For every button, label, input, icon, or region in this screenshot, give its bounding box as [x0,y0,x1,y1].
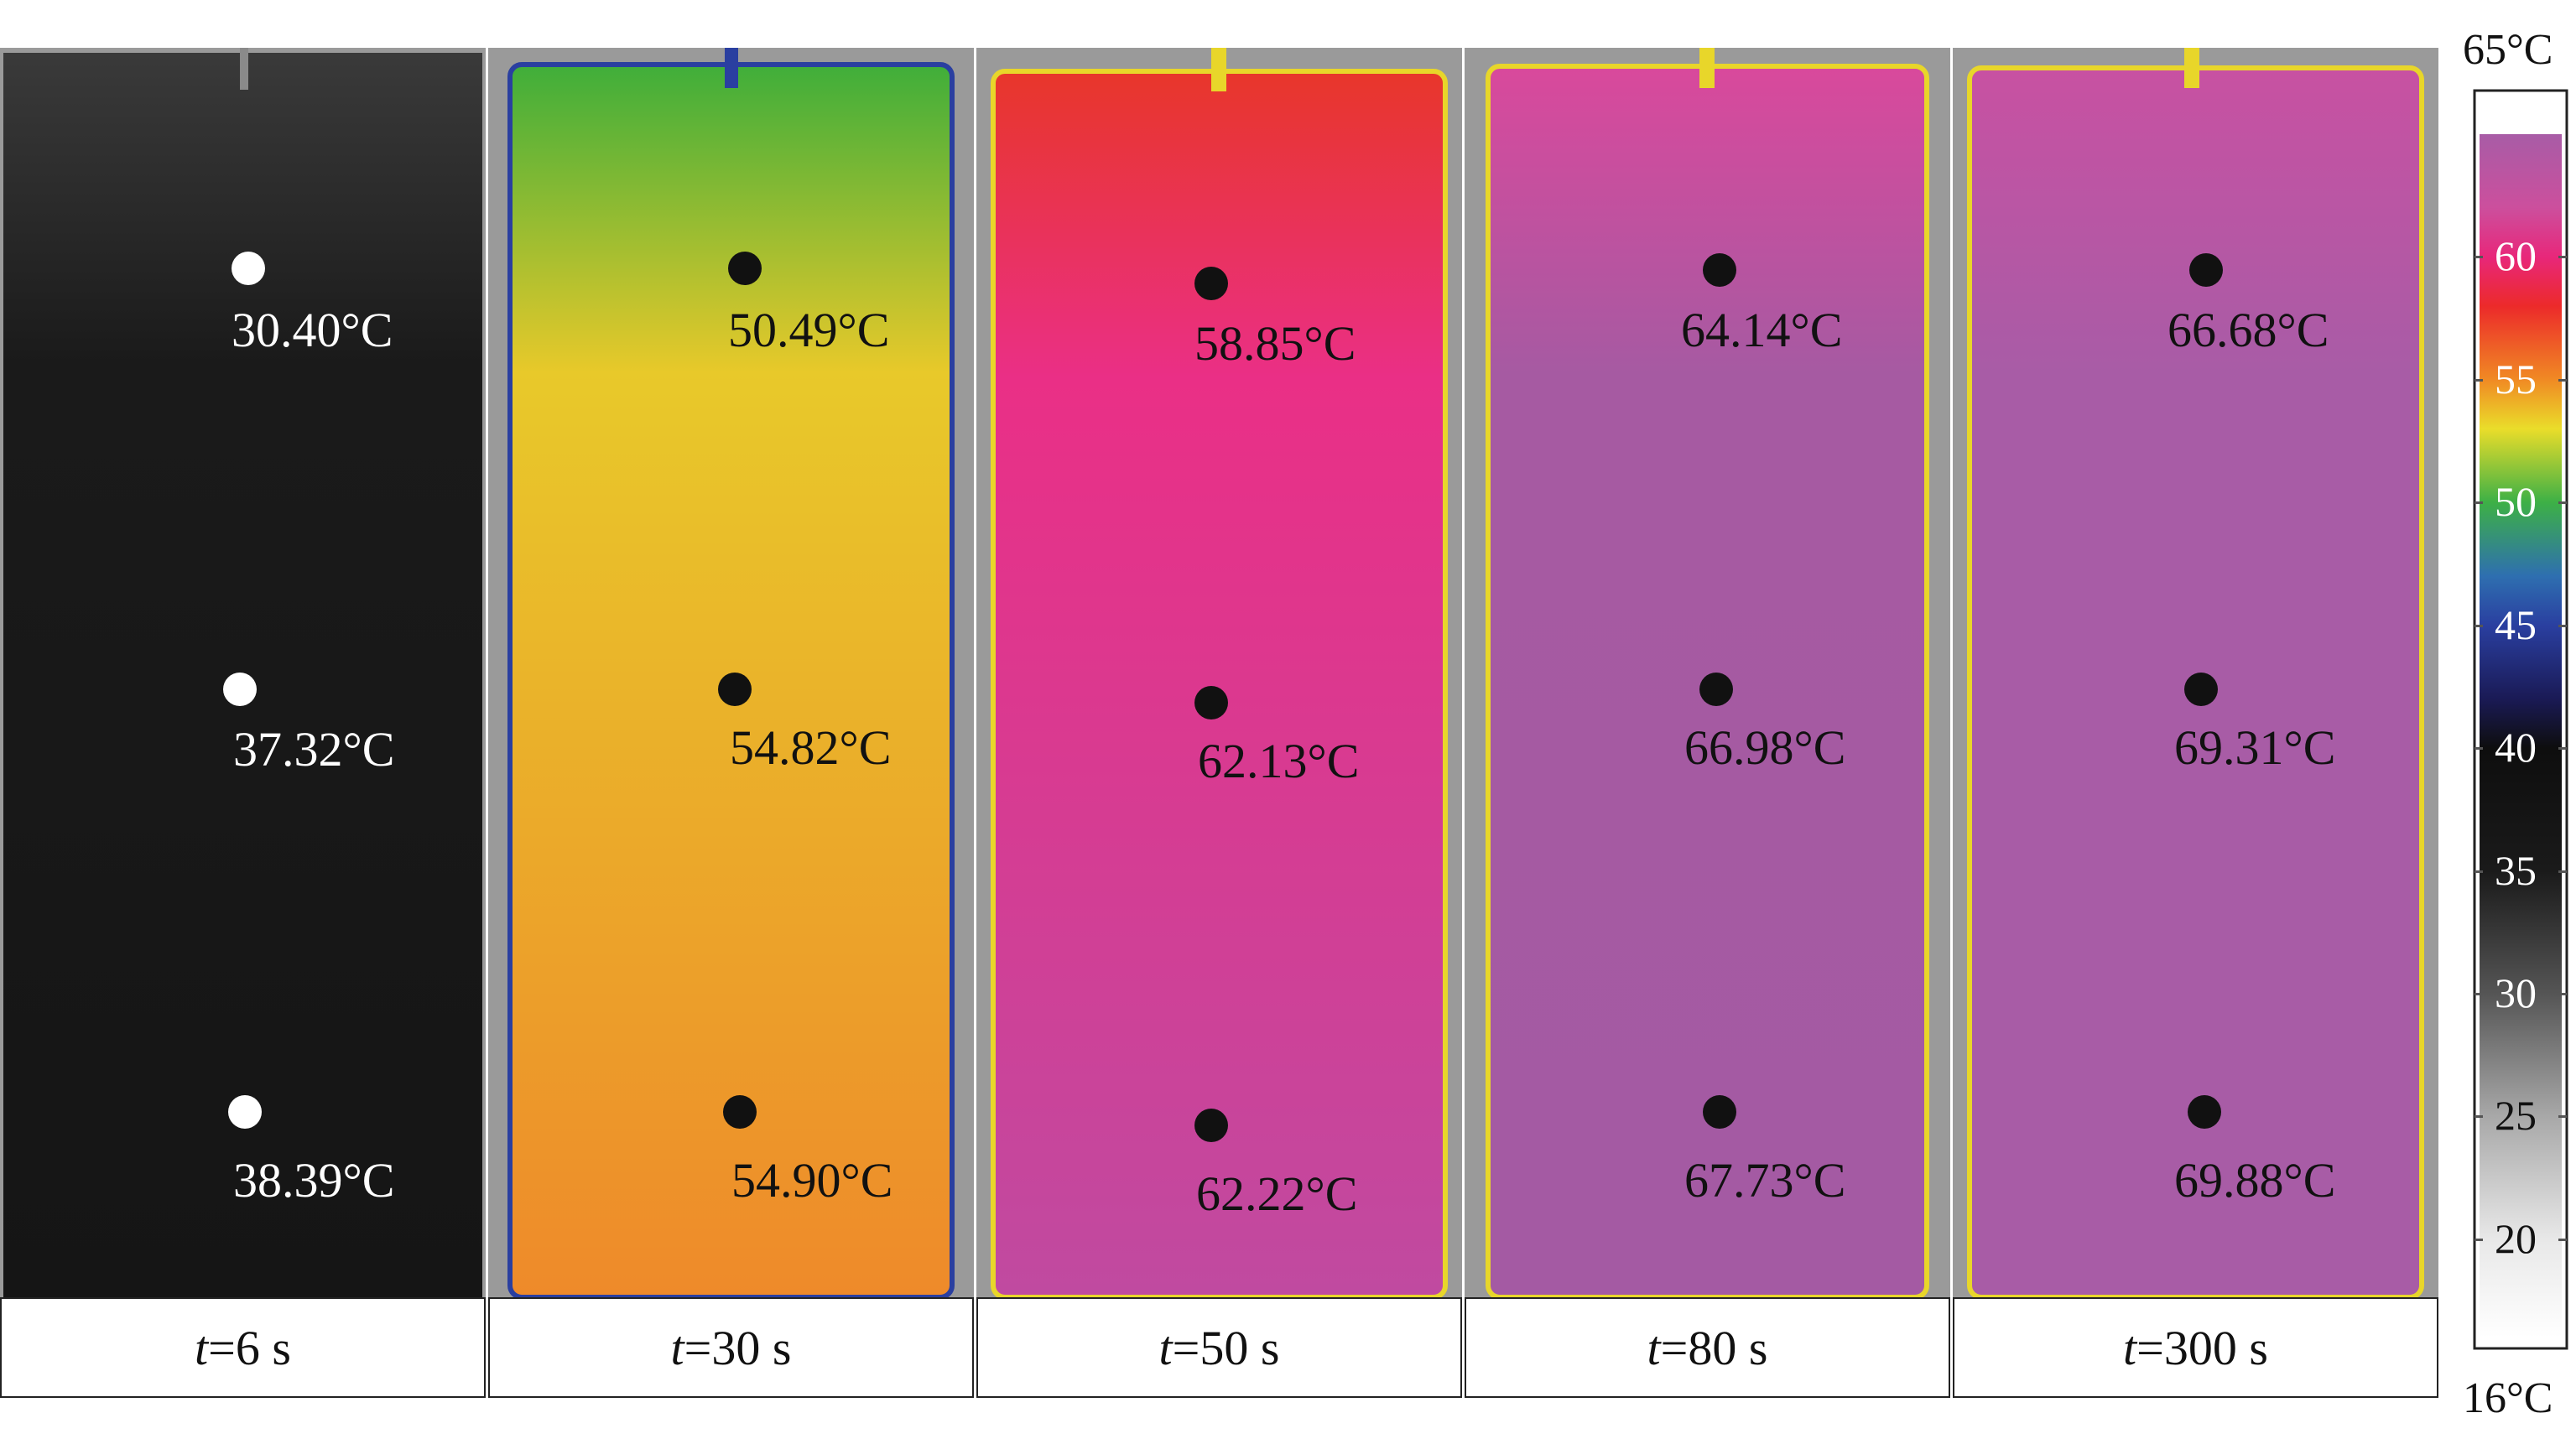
temperature-reading: 62.22°C [1196,1166,1358,1221]
colorbar-tick-label: 35 [2495,846,2537,894]
measurement-point [718,673,752,706]
temperature-reading: 67.73°C [1684,1153,1846,1208]
colorbar-tick-label: 20 [2495,1214,2537,1262]
colorbar-tick-mark [2475,378,2483,382]
temperature-reading: 37.32°C [233,722,395,777]
thermal-panel-t300: 66.68°C 69.31°C 69.88°C t =300 s [1953,48,2438,1398]
colorbar-tick-mark [2475,747,2483,751]
time-caption: t =50 s [976,1297,1462,1398]
colorbar-tick-label: 50 [2495,478,2537,526]
colorbar-gradient [2473,89,2568,1350]
measurement-point [728,252,762,285]
measurement-point [2184,673,2218,706]
temperature-reading: 66.98°C [1684,720,1846,775]
measurement-point [232,252,265,285]
measurement-point [223,673,257,706]
temperature-reading: 50.49°C [728,303,890,357]
time-caption: t =6 s [0,1297,486,1398]
thermal-panel-t6: 30.40°C 37.32°C 38.39°C t =6 s [0,48,486,1398]
time-caption: t =30 s [488,1297,974,1398]
colorbar-tick-mark [2558,993,2567,995]
thermal-panel-t80: 64.14°C 66.98°C 67.73°C t =80 s [1465,48,1950,1398]
colorbar-tick-mark [2558,870,2567,873]
colorbar-tick-mark [2558,1238,2567,1241]
colorbar-tick-mark [2558,747,2567,751]
colorbar-tick-mark [2558,256,2567,259]
colorbar-tick-mark [2475,993,2483,995]
measurement-point [1703,1095,1736,1129]
colorbar-tick-label: 30 [2495,969,2537,1016]
measurement-point [723,1095,757,1129]
temperature-reading: 62.13°C [1198,734,1360,788]
colorbar-tick-label: 40 [2495,724,2537,771]
colorbar-min-label: 16°C [2463,1374,2553,1422]
colorbar-tick-label: 45 [2495,600,2537,648]
measurement-point [228,1095,262,1129]
colorbar-tick-label: 55 [2495,355,2537,403]
colorbar-tick-mark [2558,501,2567,505]
colorbar-tick-mark [2558,624,2567,627]
temperature-colorbar: 65°C 60 55 50 45 40 35 30 25 20 16°C [2458,0,2576,1444]
temperature-reading: 54.90°C [731,1153,893,1208]
temperature-reading: 58.85°C [1194,316,1356,371]
temperature-reading: 66.68°C [2167,303,2329,357]
colorbar-tick-mark [2475,256,2483,259]
measurement-point [2188,1095,2221,1129]
measurement-point [1194,267,1228,300]
measurement-point [1194,686,1228,719]
measurement-point [1194,1109,1228,1142]
temperature-reading: 30.40°C [232,303,393,357]
thermal-panel-t30: 50.49°C 54.82°C 54.90°C t =30 s [488,48,974,1398]
temperature-reading: 64.14°C [1681,303,1843,357]
colorbar-tick-mark [2475,501,2483,505]
temperature-reading: 54.82°C [730,720,892,775]
colorbar-tick-label: 60 [2495,232,2537,280]
colorbar-tick-mark [2475,1238,2483,1241]
colorbar-tick-mark [2475,624,2483,627]
temperature-reading: 69.31°C [2174,720,2336,775]
time-caption: t =300 s [1953,1297,2438,1398]
thermal-image [976,48,1462,1301]
time-caption: t =80 s [1465,1297,1950,1398]
colorbar-tick-mark [2475,1115,2483,1119]
measurement-point [2189,253,2223,287]
colorbar-tick-mark [2475,870,2483,873]
temperature-reading: 69.88°C [2174,1153,2336,1208]
thermal-panel-t50: 58.85°C 62.13°C 62.22°C t =50 s [976,48,1462,1398]
measurement-point [1703,253,1736,287]
colorbar-max-label: 65°C [2463,26,2553,74]
colorbar-tick-mark [2558,378,2567,382]
colorbar-tick-label: 25 [2495,1092,2537,1140]
temperature-reading: 38.39°C [233,1153,395,1208]
colorbar-tick-mark [2558,1115,2567,1119]
measurement-point [1699,673,1733,706]
